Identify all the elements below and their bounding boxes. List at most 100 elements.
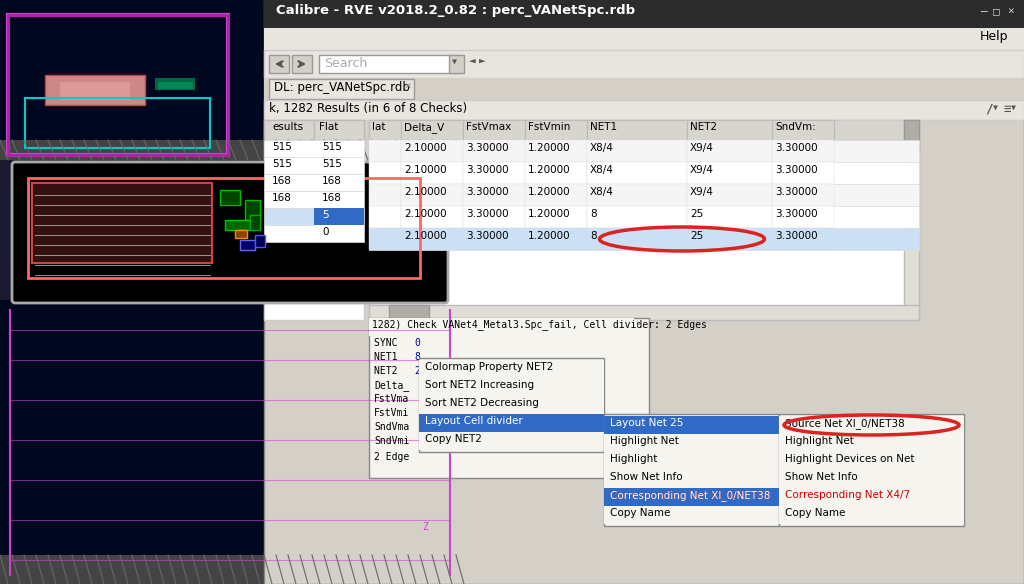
Text: FstVmax: FstVmax: [466, 122, 511, 132]
Text: 25: 25: [690, 209, 703, 219]
Text: FstVma: FstVma: [374, 394, 410, 404]
Text: Delta_: Delta_: [374, 380, 410, 391]
Text: Highlight Devices on Net: Highlight Devices on Net: [785, 454, 914, 464]
Bar: [264, 28, 1024, 50]
Text: 3.30000: 3.30000: [775, 187, 817, 197]
Bar: [220, 190, 240, 205]
Text: Highlight: Highlight: [610, 454, 657, 464]
Text: Show Net Info: Show Net Info: [610, 472, 683, 482]
Bar: [264, 208, 364, 225]
Bar: [264, 0, 1024, 28]
Bar: [525, 140, 587, 162]
Bar: [525, 120, 587, 140]
Text: SndVma: SndVma: [374, 422, 410, 432]
Text: 3.30000: 3.30000: [775, 209, 817, 219]
Bar: [369, 162, 919, 184]
Text: esults: esults: [272, 122, 303, 132]
Bar: [25, 98, 210, 148]
Bar: [369, 305, 919, 320]
Bar: [8, 15, 228, 155]
Bar: [369, 120, 401, 140]
Bar: [0, 0, 460, 584]
Bar: [32, 183, 212, 263]
Text: DL: perc_VANetSpc.rdb: DL: perc_VANetSpc.rdb: [274, 81, 410, 94]
Text: Layout Net 25: Layout Net 25: [610, 418, 683, 428]
Text: Layout Cell divider: Layout Cell divider: [425, 416, 522, 426]
Text: 2.10000: 2.10000: [404, 209, 446, 219]
Bar: [604, 434, 779, 452]
Bar: [369, 206, 401, 228]
Text: ►: ►: [479, 57, 485, 67]
Bar: [463, 140, 525, 162]
Text: 8: 8: [590, 231, 597, 241]
Bar: [314, 120, 364, 140]
Text: X8/4: X8/4: [590, 143, 613, 153]
Bar: [264, 191, 364, 208]
Bar: [779, 434, 964, 452]
Bar: [245, 200, 260, 220]
Text: 1.20000: 1.20000: [528, 165, 570, 175]
Bar: [264, 78, 1024, 100]
Bar: [587, 120, 687, 140]
Text: 8: 8: [590, 209, 597, 219]
Bar: [369, 184, 919, 206]
Bar: [250, 215, 260, 230]
Text: 515: 515: [322, 142, 342, 152]
Bar: [401, 228, 463, 250]
Text: ▼: ▼: [1011, 103, 1016, 112]
Bar: [604, 414, 779, 526]
Text: X9/4: X9/4: [690, 187, 714, 197]
Bar: [604, 488, 779, 506]
Bar: [604, 470, 779, 488]
Text: Flat: Flat: [319, 122, 338, 132]
Bar: [264, 0, 1024, 584]
Bar: [463, 162, 525, 184]
Bar: [401, 140, 463, 162]
Bar: [525, 206, 587, 228]
Text: 2.10000: 2.10000: [404, 187, 446, 197]
Bar: [687, 184, 772, 206]
Bar: [369, 140, 401, 162]
Text: 1.20000: 1.20000: [528, 231, 570, 241]
Bar: [369, 120, 919, 140]
Text: Copy Name: Copy Name: [785, 508, 846, 518]
Bar: [587, 162, 687, 184]
Text: SYNC: SYNC: [374, 338, 403, 348]
Text: Corresponding Net XI_0/NET38: Corresponding Net XI_0/NET38: [610, 490, 770, 501]
Text: ◄: ◄: [469, 57, 476, 67]
Text: Calibre - RVE v2018.2_0.82 : perc_VANetSpc.rdb: Calibre - RVE v2018.2_0.82 : perc_VANetS…: [276, 4, 635, 17]
Bar: [463, 228, 525, 250]
Bar: [772, 162, 834, 184]
Text: 3.30000: 3.30000: [775, 143, 817, 153]
Bar: [687, 206, 772, 228]
Text: 3.30000: 3.30000: [775, 165, 817, 175]
Bar: [419, 360, 604, 378]
Bar: [401, 120, 463, 140]
Text: Corresponding Net X4/7: Corresponding Net X4/7: [785, 490, 910, 500]
Bar: [314, 208, 364, 225]
Text: ─: ─: [980, 6, 987, 16]
Bar: [264, 225, 364, 242]
Bar: [525, 228, 587, 250]
Text: Sort NET2 Decreasing: Sort NET2 Decreasing: [425, 398, 539, 408]
Bar: [319, 55, 459, 73]
Bar: [255, 235, 265, 247]
Bar: [389, 305, 429, 320]
Text: ×: ×: [404, 81, 411, 91]
Text: Show Net Info: Show Net Info: [785, 472, 858, 482]
Text: Delta_V: Delta_V: [404, 122, 444, 133]
Text: k, 1282 Results (in 6 of 8 Checks): k, 1282 Results (in 6 of 8 Checks): [269, 102, 467, 115]
Bar: [369, 140, 919, 162]
Text: NET2: NET2: [690, 122, 717, 132]
Bar: [687, 162, 772, 184]
Text: 515: 515: [272, 159, 292, 169]
Bar: [0, 555, 460, 584]
Text: Colormap Property NET2: Colormap Property NET2: [425, 362, 553, 372]
Text: 0: 0: [414, 338, 420, 348]
Text: ▼: ▼: [452, 57, 457, 66]
Text: 5: 5: [322, 210, 329, 220]
Bar: [779, 414, 964, 526]
Text: 3.30000: 3.30000: [466, 165, 509, 175]
Bar: [687, 140, 772, 162]
Bar: [904, 120, 919, 320]
